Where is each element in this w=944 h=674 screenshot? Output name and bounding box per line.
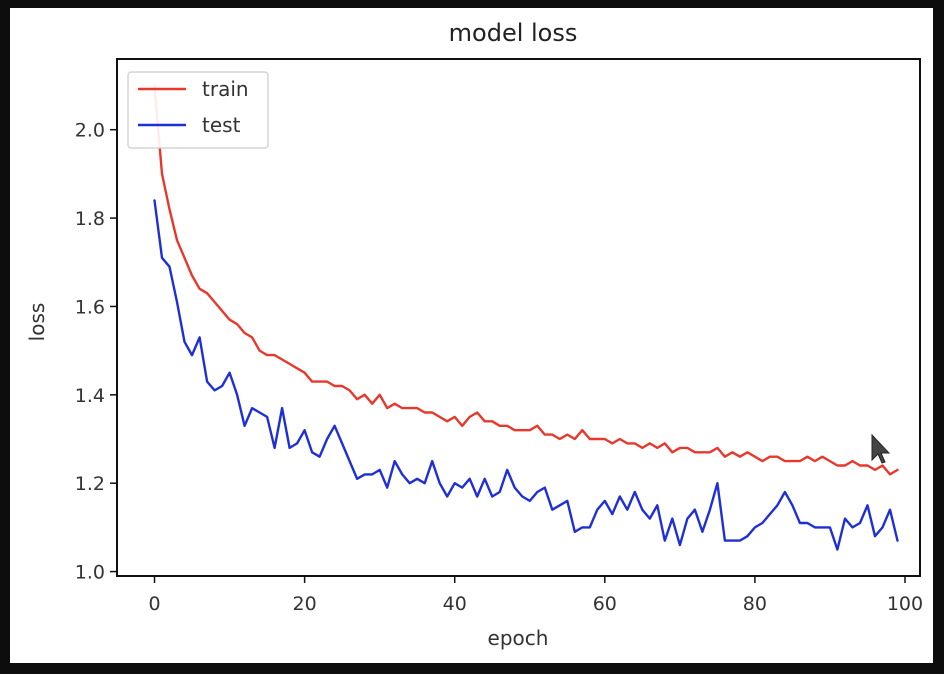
x-axis-ticks: 0 20 40 60 80 100: [148, 576, 923, 615]
y-tick-label: 1.4: [75, 385, 105, 407]
y-tick-label: 1.0: [75, 562, 105, 584]
x-tick-label: 60: [593, 593, 617, 615]
chart-figure: model loss 0 20 40 60 80 100 1.0 1.2 1.4 1.6 1.8 2…: [10, 8, 933, 663]
legend-label-train: train: [202, 77, 249, 101]
x-tick-label: 20: [293, 593, 317, 615]
x-tick-label: 40: [443, 593, 467, 615]
mouse-cursor-icon: [871, 433, 891, 464]
legend-box: [127, 71, 269, 149]
loss-chart: model loss 0 20 40 60 80 100 1.0 1.2 1.4 1.6 1.8 2…: [25, 19, 923, 650]
plot-border: [116, 58, 921, 577]
chart-title: model loss: [449, 19, 578, 47]
series-line-train: [153, 84, 899, 476]
y-axis-ticks: 1.0 1.2 1.4 1.6 1.8 2.0: [75, 120, 117, 584]
series-lines: [153, 84, 899, 551]
y-axis-label: loss: [25, 303, 49, 342]
x-tick-label: 100: [887, 593, 923, 615]
x-tick-label: 0: [148, 593, 160, 615]
legend: train test: [127, 71, 269, 149]
y-tick-label: 1.6: [75, 296, 105, 318]
x-tick-label: 80: [743, 593, 767, 615]
y-tick-label: 1.8: [75, 208, 105, 230]
y-tick-label: 2.0: [75, 120, 105, 142]
y-tick-label: 1.2: [75, 473, 105, 495]
legend-label-test: test: [202, 113, 241, 137]
x-axis-label: epoch: [488, 626, 549, 650]
series-line-test: [153, 199, 899, 551]
